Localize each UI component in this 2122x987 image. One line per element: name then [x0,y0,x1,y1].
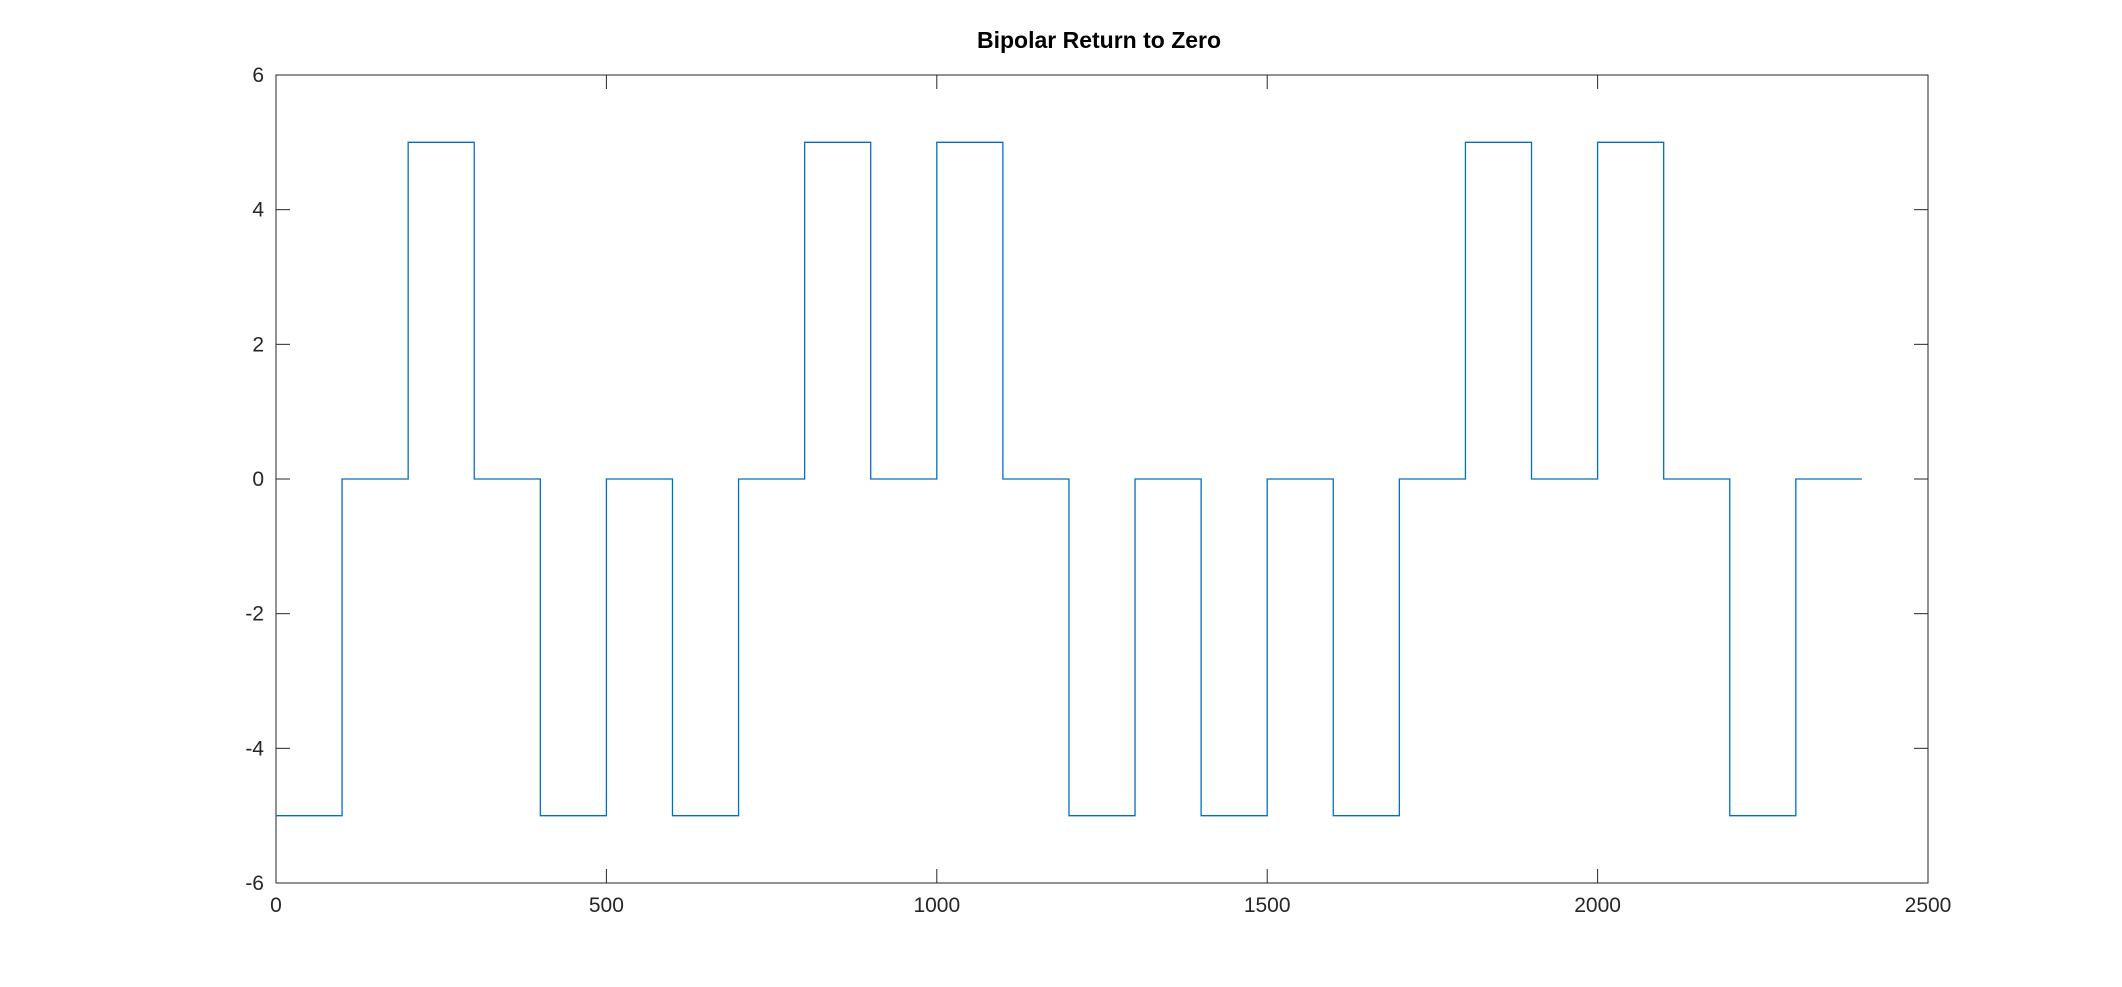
y-tick-label: 6 [252,64,264,87]
x-tick-label: 1000 [913,894,960,917]
x-tick-label: 500 [589,894,624,917]
y-tick-label: -4 [245,737,264,760]
y-tick-label: 2 [252,333,264,356]
chart-title: Bipolar Return to Zero [977,27,1221,53]
y-tick-label: -6 [245,872,264,895]
ticks [275,74,1929,884]
tick-labels: 0 500 1000 1500 2000 2500 -6 -4 -2 0 2 4 6 [245,64,1951,917]
series-line [276,141,1862,817]
series-layer [276,141,1862,817]
x-tick-label: 1500 [1244,894,1291,917]
axes-box [275,74,1929,884]
x-tick-label: 0 [270,894,282,917]
y-tick-label: 4 [252,199,264,222]
x-tick-label: 2000 [1574,894,1621,917]
x-tick-label: 2500 [1905,894,1952,917]
y-tick-label: 0 [252,468,264,491]
y-tick-label: -2 [245,603,264,626]
